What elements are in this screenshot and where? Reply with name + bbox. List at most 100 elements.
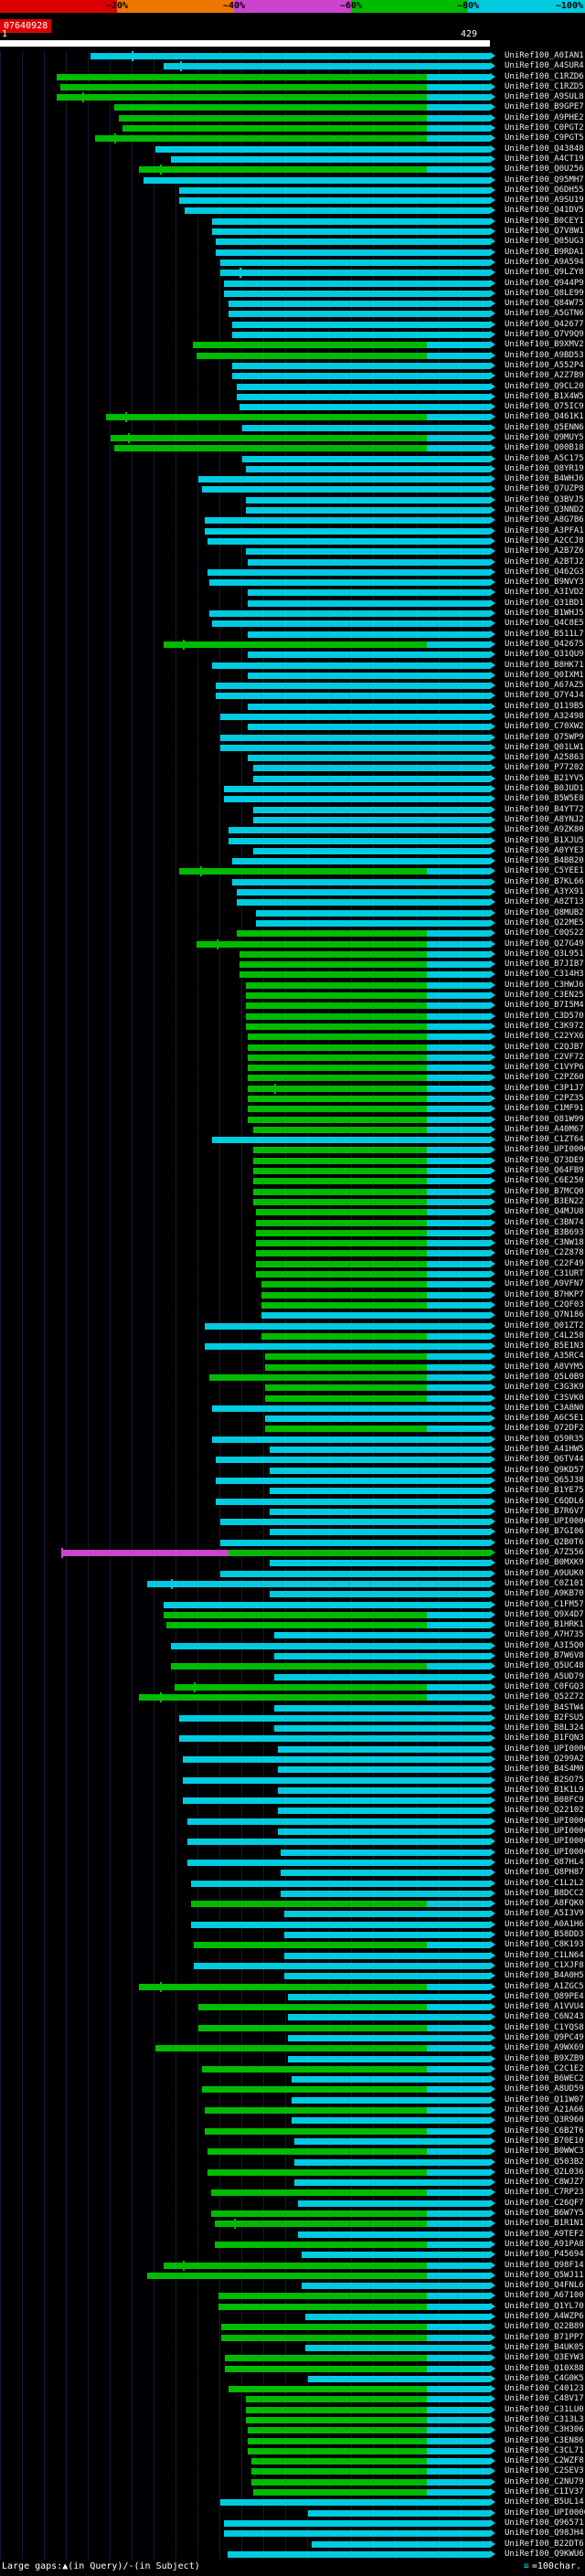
hit-label[interactable]: UniRef100_B1R1N1 [505,2219,584,2229]
hit-label[interactable]: UniRef100_B9XZB9 [505,2053,584,2063]
hit-label[interactable]: UniRef100_Q7V9Q9 [505,330,584,340]
hit-label[interactable]: UniRef100_UPI0000.. [505,1827,585,1837]
hit-row[interactable]: UniRef100_Q05UG3 [0,237,585,247]
hit-row[interactable]: UniRef100_C3D570 [0,1012,585,1022]
hit-label[interactable]: UniRef100_C26QF7 [505,2198,584,2208]
hit-row[interactable]: UniRef100_Q75IC9 [0,402,585,412]
hit-label[interactable]: UniRef100_A25863 [505,753,584,763]
hit-label[interactable]: UniRef100_Q98JH4 [505,2528,584,2539]
hit-label[interactable]: UniRef100_Q3EYW3 [505,2353,584,2363]
hit-label[interactable]: UniRef100_B8DCC2 [505,1888,584,1898]
hit-row[interactable]: UniRef100_Q22ME5 [0,918,585,928]
hit-label[interactable]: UniRef100_C70XW2 [505,722,584,732]
hit-row[interactable]: UniRef100_Q31QU9 [0,650,585,660]
hit-label[interactable]: UniRef100_Q4FNL6 [505,2281,584,2291]
hit-row[interactable]: UniRef100_Q96571 [0,2518,585,2528]
hit-row[interactable]: UniRef100_C1VYP6 [0,1063,585,1073]
hit-row[interactable]: UniRef100_Q7UZP8 [0,484,585,494]
hit-label[interactable]: UniRef100_B1FQN3 [505,1733,584,1744]
hit-label[interactable]: UniRef100_B2FSU5 [505,1712,584,1723]
hit-label[interactable]: UniRef100_C3BN74 [505,1217,584,1227]
hit-row[interactable]: UniRef100_A67AZ5 [0,681,585,691]
hit-label[interactable]: UniRef100_B7JIB7 [505,959,584,970]
hit-row[interactable]: UniRef100_A3YX91 [0,887,585,897]
hit-label[interactable]: UniRef100_Q75IC9 [505,402,584,412]
hit-row[interactable]: UniRef100_A2B7Z6 [0,546,585,557]
hit-label[interactable]: UniRef100_A7H735 [505,1630,584,1640]
hit-label[interactable]: UniRef100_C0FGQ3 [505,1681,584,1691]
hit-label[interactable]: UniRef100_Q503B2 [505,2157,584,2167]
hit-row[interactable]: UniRef100_A32498 [0,712,585,722]
hit-label[interactable]: UniRef100_C3A8N0 [505,1403,584,1413]
hit-label[interactable]: UniRef100_C2PZ60 [505,1073,584,1083]
hit-label[interactable]: UniRef100_C0PGT2 [505,123,584,133]
hit-row[interactable]: UniRef100_Q9LZY8 [0,268,585,279]
hit-row[interactable]: UniRef100_C3H306 [0,2425,585,2435]
hit-row[interactable]: UniRef100_A91PA8 [0,2240,585,2250]
hit-row[interactable]: UniRef100_C22F49 [0,1259,585,1269]
hit-row[interactable]: UniRef100_A2BTJ2 [0,557,585,567]
hit-row[interactable]: UniRef100_B1K1L9 [0,1786,585,1796]
hit-label[interactable]: UniRef100_A41HW5 [505,1445,584,1455]
hit-row[interactable]: UniRef100_A5C175 [0,454,585,464]
hit-row[interactable]: UniRef100_B4WHJ6 [0,474,585,484]
hit-label[interactable]: UniRef100_B1WHJ5 [505,609,584,619]
hit-row[interactable]: UniRef100_UPI0000.. [0,1145,585,1155]
hit-row[interactable]: UniRef100_C6E250 [0,1176,585,1186]
hit-label[interactable]: UniRef100_B4BB20 [505,856,584,866]
hit-label[interactable]: UniRef100_B5UL14 [505,2497,584,2507]
hit-label[interactable]: UniRef100_A5I3V9 [505,1909,584,1919]
hit-row[interactable]: UniRef100_Q73DE9 [0,1156,585,1166]
hit-label[interactable]: UniRef100_C22YX6 [505,1032,584,1042]
hit-label[interactable]: UniRef100_C1YQS8 [505,2022,584,2032]
hit-row[interactable]: UniRef100_A3I5Q0 [0,1641,585,1651]
hit-label[interactable]: UniRef100_Q41DV5 [505,206,584,216]
hit-row[interactable]: UniRef100_A6C5E1 [0,1414,585,1424]
hit-row[interactable]: UniRef100_Q89PE4 [0,1992,585,2002]
hit-row[interactable]: UniRef100_Q3BVJ5 [0,495,585,505]
hit-row[interactable]: UniRef100_Q5ENN6 [0,423,585,433]
hit-row[interactable]: UniRef100_C3P1J7 [0,1083,585,1094]
hit-row[interactable]: UniRef100_C3BN74 [0,1218,585,1228]
hit-label[interactable]: UniRef100_Q5UC48 [505,1661,584,1671]
hit-label[interactable]: UniRef100_A21A66 [505,2105,584,2115]
hit-label[interactable]: UniRef100_Q7N186 [505,1310,584,1320]
hit-row[interactable]: UniRef100_B4UK05 [0,2343,585,2353]
hit-row[interactable]: UniRef100_C8WJZ7 [0,2178,585,2188]
hit-label[interactable]: UniRef100_C0Z101 [505,1578,584,1588]
hit-label[interactable]: UniRef100_B21YV5 [505,773,584,783]
hit-row[interactable]: UniRef100_C3G3K9 [0,1383,585,1393]
hit-row[interactable]: UniRef100_B1YE75 [0,1486,585,1496]
hit-row[interactable]: UniRef100_B7KL66 [0,877,585,887]
hit-label[interactable]: UniRef100_P77202 [505,763,584,773]
hit-label[interactable]: UniRef100_B4WHJ6 [505,474,584,484]
hit-label[interactable]: UniRef100_C1ZT64 [505,1135,584,1145]
hit-row[interactable]: UniRef100_Q00B18 [0,443,585,453]
hit-label[interactable]: UniRef100_UPI0000.. [505,2507,585,2518]
hit-row[interactable]: UniRef100_Q3R960 [0,2115,585,2125]
hit-row[interactable]: UniRef100_Q8MUB2 [0,908,585,918]
hit-row[interactable]: UniRef100_Q6DH55 [0,186,585,196]
hit-label[interactable]: UniRef100_UPI0000.. [505,1517,585,1527]
hit-label[interactable]: UniRef100_A7Z556 [505,1548,584,1558]
hit-label[interactable]: UniRef100_A552P4 [505,360,584,370]
hit-row[interactable]: UniRef100_C1YQS8 [0,2023,585,2033]
hit-label[interactable]: UniRef100_B6W7Y5 [505,2209,584,2219]
hit-label[interactable]: UniRef100_B8L324 [505,1723,584,1733]
hit-label[interactable]: UniRef100_Q95MH7 [505,175,584,185]
hit-label[interactable]: UniRef100_B5W5E8 [505,794,584,804]
hit-label[interactable]: UniRef100_Q7Y4J4 [505,691,584,701]
hit-row[interactable]: UniRef100_B2FSU5 [0,1713,585,1723]
hit-row[interactable]: UniRef100_A1ZGC5 [0,1981,585,1992]
hit-label[interactable]: UniRef100_Q31QU9 [505,650,584,660]
hit-row[interactable]: UniRef100_Q5UC48 [0,1661,585,1671]
hit-row[interactable]: UniRef100_B3EN22 [0,1197,585,1207]
hit-label[interactable]: UniRef100_Q31BD1 [505,598,584,608]
hit-row[interactable]: UniRef100_C22YX6 [0,1032,585,1042]
hit-row[interactable]: UniRef100_A5UD79 [0,1672,585,1682]
hit-row[interactable]: UniRef100_B9XMV2 [0,340,585,350]
hit-row[interactable]: UniRef100_Q22102 [0,1806,585,1816]
hit-label[interactable]: UniRef100_B22DT6 [505,2539,584,2549]
hit-label[interactable]: UniRef100_UPI0000.. [505,1847,585,1857]
hit-label[interactable]: UniRef100_A2CCJ8 [505,535,584,546]
